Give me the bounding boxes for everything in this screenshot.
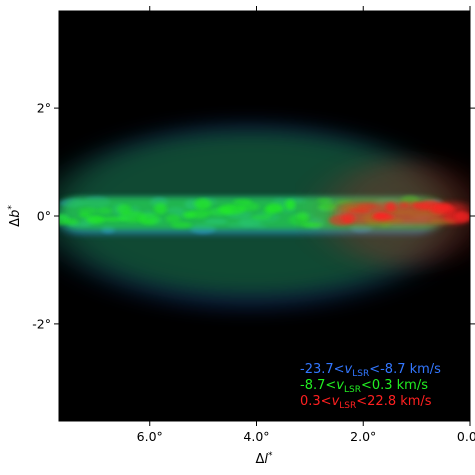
legend-entry-2: -8.7<vLSR<0.3 km/s	[300, 378, 428, 395]
y-axis-label: Δb*	[7, 205, 23, 227]
y-tick-label: 0°	[37, 209, 51, 224]
emission-image	[59, 121, 470, 311]
x-axis-label: Δl*	[255, 451, 273, 467]
legend: -23.7<vLSR<-8.7 km/s-8.7<vLSR<0.3 km/s0.…	[300, 362, 441, 411]
x-tick-label: 2.0°	[350, 429, 376, 444]
legend-entry-1: -23.7<vLSR<-8.7 km/s	[300, 362, 441, 379]
x-tick-label: 6.0°	[137, 429, 163, 444]
x-axis: 6.0° 4.0° 2.0° 0.0°	[137, 6, 475, 444]
y-tick-label: 2°	[37, 101, 51, 116]
y-tick-label: -2°	[32, 316, 51, 331]
x-tick-label: 4.0°	[243, 429, 269, 444]
y-axis: 2° 0° -2°	[32, 101, 475, 331]
x-tick-label: 0.0°	[457, 429, 475, 444]
emission-channel-3	[326, 159, 470, 268]
legend-entry-3: 0.3<vLSR<22.8 km/s	[300, 394, 432, 411]
